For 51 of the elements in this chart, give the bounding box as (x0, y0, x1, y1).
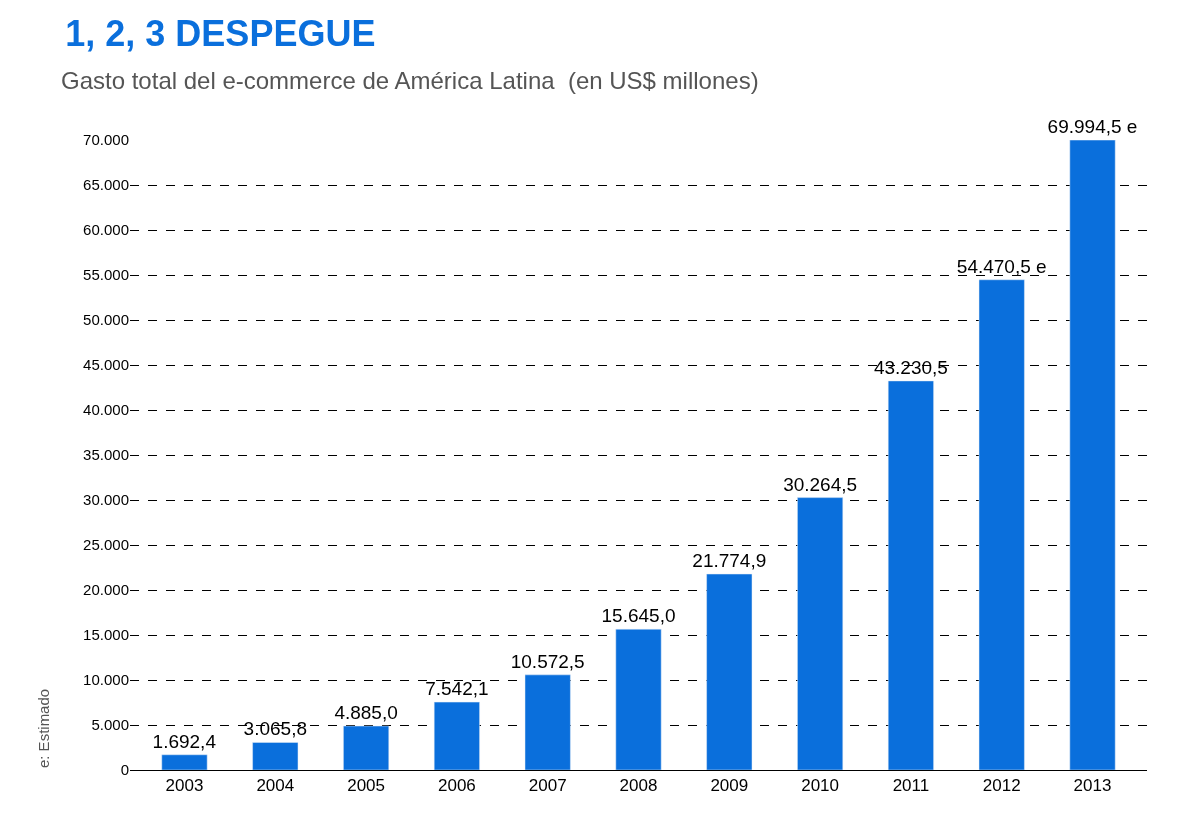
bar (797, 497, 844, 770)
bar (1069, 140, 1116, 770)
chart-subtitle: Gasto total del e-commerce de América Latina (en US$ millones) (61, 67, 759, 94)
y-tick-label: 15.000 (83, 626, 129, 644)
y-tick-label: 60.000 (83, 221, 129, 239)
bar (433, 701, 480, 770)
y-tick-label: 30.000 (83, 491, 129, 509)
data-label: 21.774,9 (692, 550, 767, 572)
y-tick-label: 35.000 (83, 446, 129, 464)
text: e: Estimado (35, 688, 53, 769)
y-tick-label: 70.000 (83, 131, 129, 149)
y-tick-label: 65.000 (83, 176, 129, 194)
y-tick-label: 25.000 (83, 536, 129, 554)
data-label: 10.572,5 (510, 650, 585, 672)
x-tick-label: 2010 (801, 776, 840, 796)
y-tick-label: 5.000 (91, 716, 129, 734)
x-tick-label: 2013 (1073, 776, 1112, 796)
data-label: 69.994,5 e (1047, 116, 1138, 138)
x-tick-label: 2009 (710, 776, 749, 796)
y-tick-label: 20.000 (83, 581, 129, 599)
data-label: 1.692,4 (152, 730, 217, 752)
y-tick-label: 10.000 (83, 671, 129, 689)
bar (524, 674, 571, 770)
bar (161, 754, 208, 770)
y-tick-label: 0 (120, 761, 129, 779)
data-label: 4.885,0 (334, 702, 398, 724)
data-label: 7.542,1 (425, 678, 489, 700)
x-tick-label: 2007 (528, 776, 567, 796)
data-label: 15.645,0 (601, 605, 676, 627)
y-tick-label: 50.000 (83, 311, 129, 329)
x-tick-label: 2008 (619, 776, 658, 796)
bar (978, 279, 1025, 770)
x-tick-label: 2012 (982, 776, 1021, 796)
data-label: 3.065,8 (243, 718, 307, 740)
data-label: 54.470,5 e (956, 255, 1047, 277)
x-tick-label: 2006 (437, 776, 476, 796)
bar (887, 380, 934, 770)
bar (615, 628, 662, 770)
x-tick-label: 2011 (892, 776, 930, 796)
y-tick-label: 40.000 (83, 401, 129, 419)
bar (252, 742, 299, 770)
y-tick-label: 45.000 (83, 356, 129, 374)
bar (343, 725, 390, 770)
chart-title: 1, 2, 3 DESPEGUE (65, 12, 376, 54)
y-tick-label: 55.000 (83, 266, 129, 284)
x-tick-label: 2003 (165, 776, 204, 796)
data-label: 30.264,5 (783, 473, 858, 495)
data-label: 43.230,5 (873, 356, 948, 378)
x-tick-label: 2005 (347, 776, 385, 796)
bar (706, 573, 753, 770)
x-tick-label: 2004 (256, 776, 295, 796)
